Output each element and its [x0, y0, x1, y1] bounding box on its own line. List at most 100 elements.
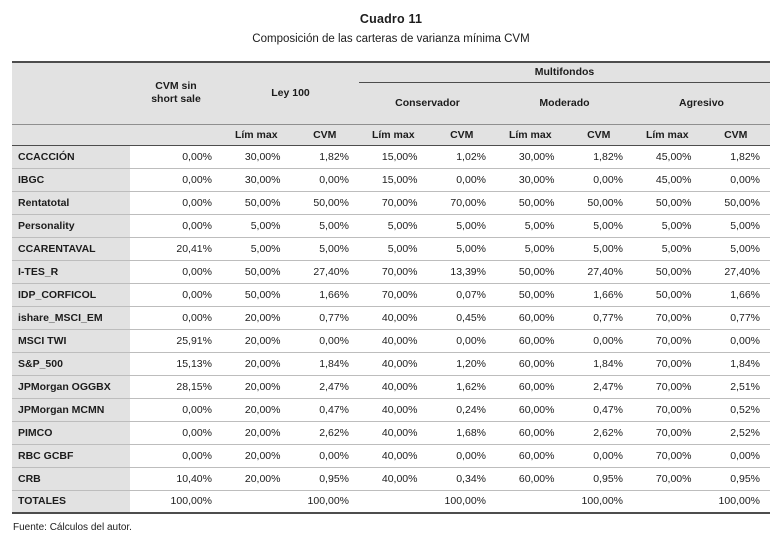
value-cell: 10,40% — [130, 467, 222, 491]
value-cell: 0,47% — [564, 398, 633, 422]
value-cell: 5,00% — [701, 237, 770, 261]
value-cell: 100,00% — [427, 490, 496, 514]
value-cell: 50,00% — [633, 191, 702, 215]
table-row: PIMCO 0,00% 20,00% 2,62% 40,00% 1,68% 60,00% 2,… — [12, 421, 770, 445]
value-cell: 50,00% — [564, 191, 633, 215]
value-cell: 0,00% — [130, 260, 222, 284]
value-cell — [496, 490, 565, 514]
value-cell: 13,39% — [427, 260, 496, 284]
value-cell: 70,00% — [633, 352, 702, 376]
value-cell: 25,91% — [130, 329, 222, 353]
value-cell: 40,00% — [359, 467, 428, 491]
value-cell: 5,00% — [290, 214, 359, 238]
value-cell: 0,95% — [290, 467, 359, 491]
value-cell: 15,00% — [359, 145, 428, 169]
value-cell: 0,00% — [130, 306, 222, 330]
value-cell: 50,00% — [633, 283, 702, 307]
row-label: Personality — [12, 214, 130, 238]
value-cell: 0,00% — [564, 444, 633, 468]
value-cell: 70,00% — [633, 329, 702, 353]
value-cell: 2,47% — [564, 375, 633, 399]
value-cell: 40,00% — [359, 421, 428, 445]
value-cell: 15,00% — [359, 168, 428, 192]
table-row: I-TES_R 0,00% 50,00% 27,40% 70,00% 13,39% 50,0… — [12, 260, 770, 284]
value-cell: 60,00% — [496, 421, 565, 445]
header-moderado-lim-max: Lím max — [496, 124, 565, 146]
value-cell — [222, 490, 291, 514]
row-label: PIMCO — [12, 421, 130, 445]
page: Cuadro 11 Composición de las carteras de… — [12, 12, 770, 533]
value-cell: 60,00% — [496, 398, 565, 422]
value-cell: 70,00% — [633, 375, 702, 399]
table-row: MSCI TWI 25,91% 20,00% 0,00% 40,00% 0,00% 60,0… — [12, 329, 770, 353]
value-cell: 100,00% — [290, 490, 359, 514]
value-cell: 0,95% — [564, 467, 633, 491]
value-cell: 60,00% — [496, 375, 565, 399]
value-cell: 45,00% — [633, 145, 702, 169]
corner-cell — [12, 61, 130, 125]
table-subtitle: Composición de las carteras de varianza … — [252, 33, 530, 45]
header-moderado-cvm: CVM — [564, 124, 633, 146]
empty-cell — [130, 124, 222, 146]
value-cell: 0,77% — [290, 306, 359, 330]
value-cell: 0,24% — [427, 398, 496, 422]
table-row: Rentatotal 0,00% 50,00% 50,00% 70,00% 70,00% 5… — [12, 191, 770, 215]
value-cell — [633, 490, 702, 514]
value-cell: 0,00% — [564, 329, 633, 353]
row-label: ishare_MSCI_EM — [12, 306, 130, 330]
value-cell: 60,00% — [496, 306, 565, 330]
value-cell: 2,62% — [564, 421, 633, 445]
table-row: JPMorgan MCMN 0,00% 20,00% 0,47% 40,00% 0,24%… — [12, 398, 770, 422]
value-cell: 60,00% — [496, 329, 565, 353]
value-cell: 100,00% — [701, 490, 770, 514]
table-title: Cuadro 11 — [359, 12, 423, 26]
value-cell: 0,77% — [701, 306, 770, 330]
value-cell: 1,66% — [564, 283, 633, 307]
table-row: S&P_500 15,13% 20,00% 1,84% 40,00% 1,20% 60,00… — [12, 352, 770, 376]
table-body: CCACCIÓN 0,00% 30,00% 1,82% 15,00% 1,02% 30,00… — [12, 145, 770, 514]
value-cell: 40,00% — [359, 375, 428, 399]
value-cell: 5,00% — [359, 214, 428, 238]
empty-cell — [12, 124, 130, 146]
table-row: CRB 10,40% 20,00% 0,95% 40,00% 0,34% 60,00% 0,9… — [12, 467, 770, 491]
value-cell: 60,00% — [496, 444, 565, 468]
value-cell: 40,00% — [359, 398, 428, 422]
header-row-1: CVM sin short sale Ley 100 Multifondos — [12, 61, 770, 125]
totals-row: TOTALES 100,00% 100,00% 100,00% 100,00% 100,0… — [12, 490, 770, 514]
value-cell: 0,00% — [701, 444, 770, 468]
value-cell: 1,82% — [701, 145, 770, 169]
value-cell: 60,00% — [496, 352, 565, 376]
value-cell: 20,00% — [222, 375, 291, 399]
value-cell: 70,00% — [633, 306, 702, 330]
cvm-composition-table: CVM sin short sale Ley 100 Multifondos C… — [12, 61, 770, 514]
value-cell: 0,00% — [290, 329, 359, 353]
value-cell: 45,00% — [633, 168, 702, 192]
value-cell: 40,00% — [359, 444, 428, 468]
header-ley100-lim-max: Lím max — [222, 124, 291, 146]
value-cell: 1,84% — [701, 352, 770, 376]
value-cell: 5,00% — [427, 214, 496, 238]
value-cell: 1,84% — [290, 352, 359, 376]
header-row-3: Lím max CVM Lím max CVM Lím max CVM Lím … — [12, 124, 770, 146]
value-cell: 1,62% — [427, 375, 496, 399]
value-cell: 0,00% — [701, 329, 770, 353]
value-cell: 20,00% — [222, 421, 291, 445]
header-cvm-sin-short-sale: CVM sin short sale — [130, 61, 222, 125]
value-cell: 20,00% — [222, 398, 291, 422]
value-cell: 0,00% — [130, 145, 222, 169]
value-cell: 50,00% — [222, 191, 291, 215]
value-cell: 0,00% — [130, 168, 222, 192]
value-cell: 50,00% — [633, 260, 702, 284]
row-label: Rentatotal — [12, 191, 130, 215]
value-cell: 0,00% — [427, 329, 496, 353]
value-cell: 5,00% — [564, 214, 633, 238]
value-cell: 5,00% — [633, 214, 702, 238]
value-cell: 100,00% — [130, 490, 222, 514]
value-cell: 5,00% — [701, 214, 770, 238]
header-ley100-cvm: CVM — [290, 124, 359, 146]
value-cell: 0,00% — [290, 444, 359, 468]
value-cell: 15,13% — [130, 352, 222, 376]
value-cell: 1,82% — [564, 145, 633, 169]
value-cell: 20,00% — [222, 467, 291, 491]
value-cell: 0,00% — [564, 168, 633, 192]
